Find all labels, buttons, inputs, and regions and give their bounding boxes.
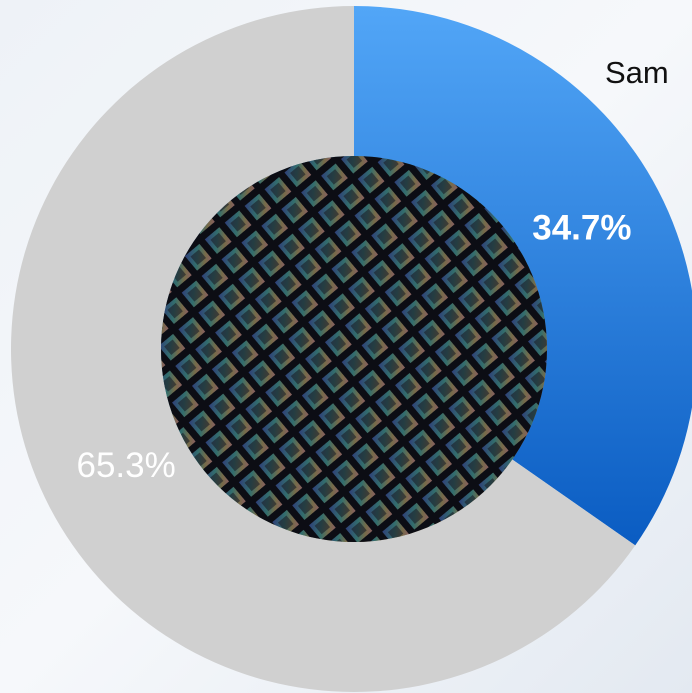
category-label: Sam [605,55,669,90]
labels: 34.7% 65.3% [76,208,631,485]
value-label: 34.7% [532,208,631,247]
value-label: 65.3% [76,446,175,485]
center-image [161,156,547,542]
